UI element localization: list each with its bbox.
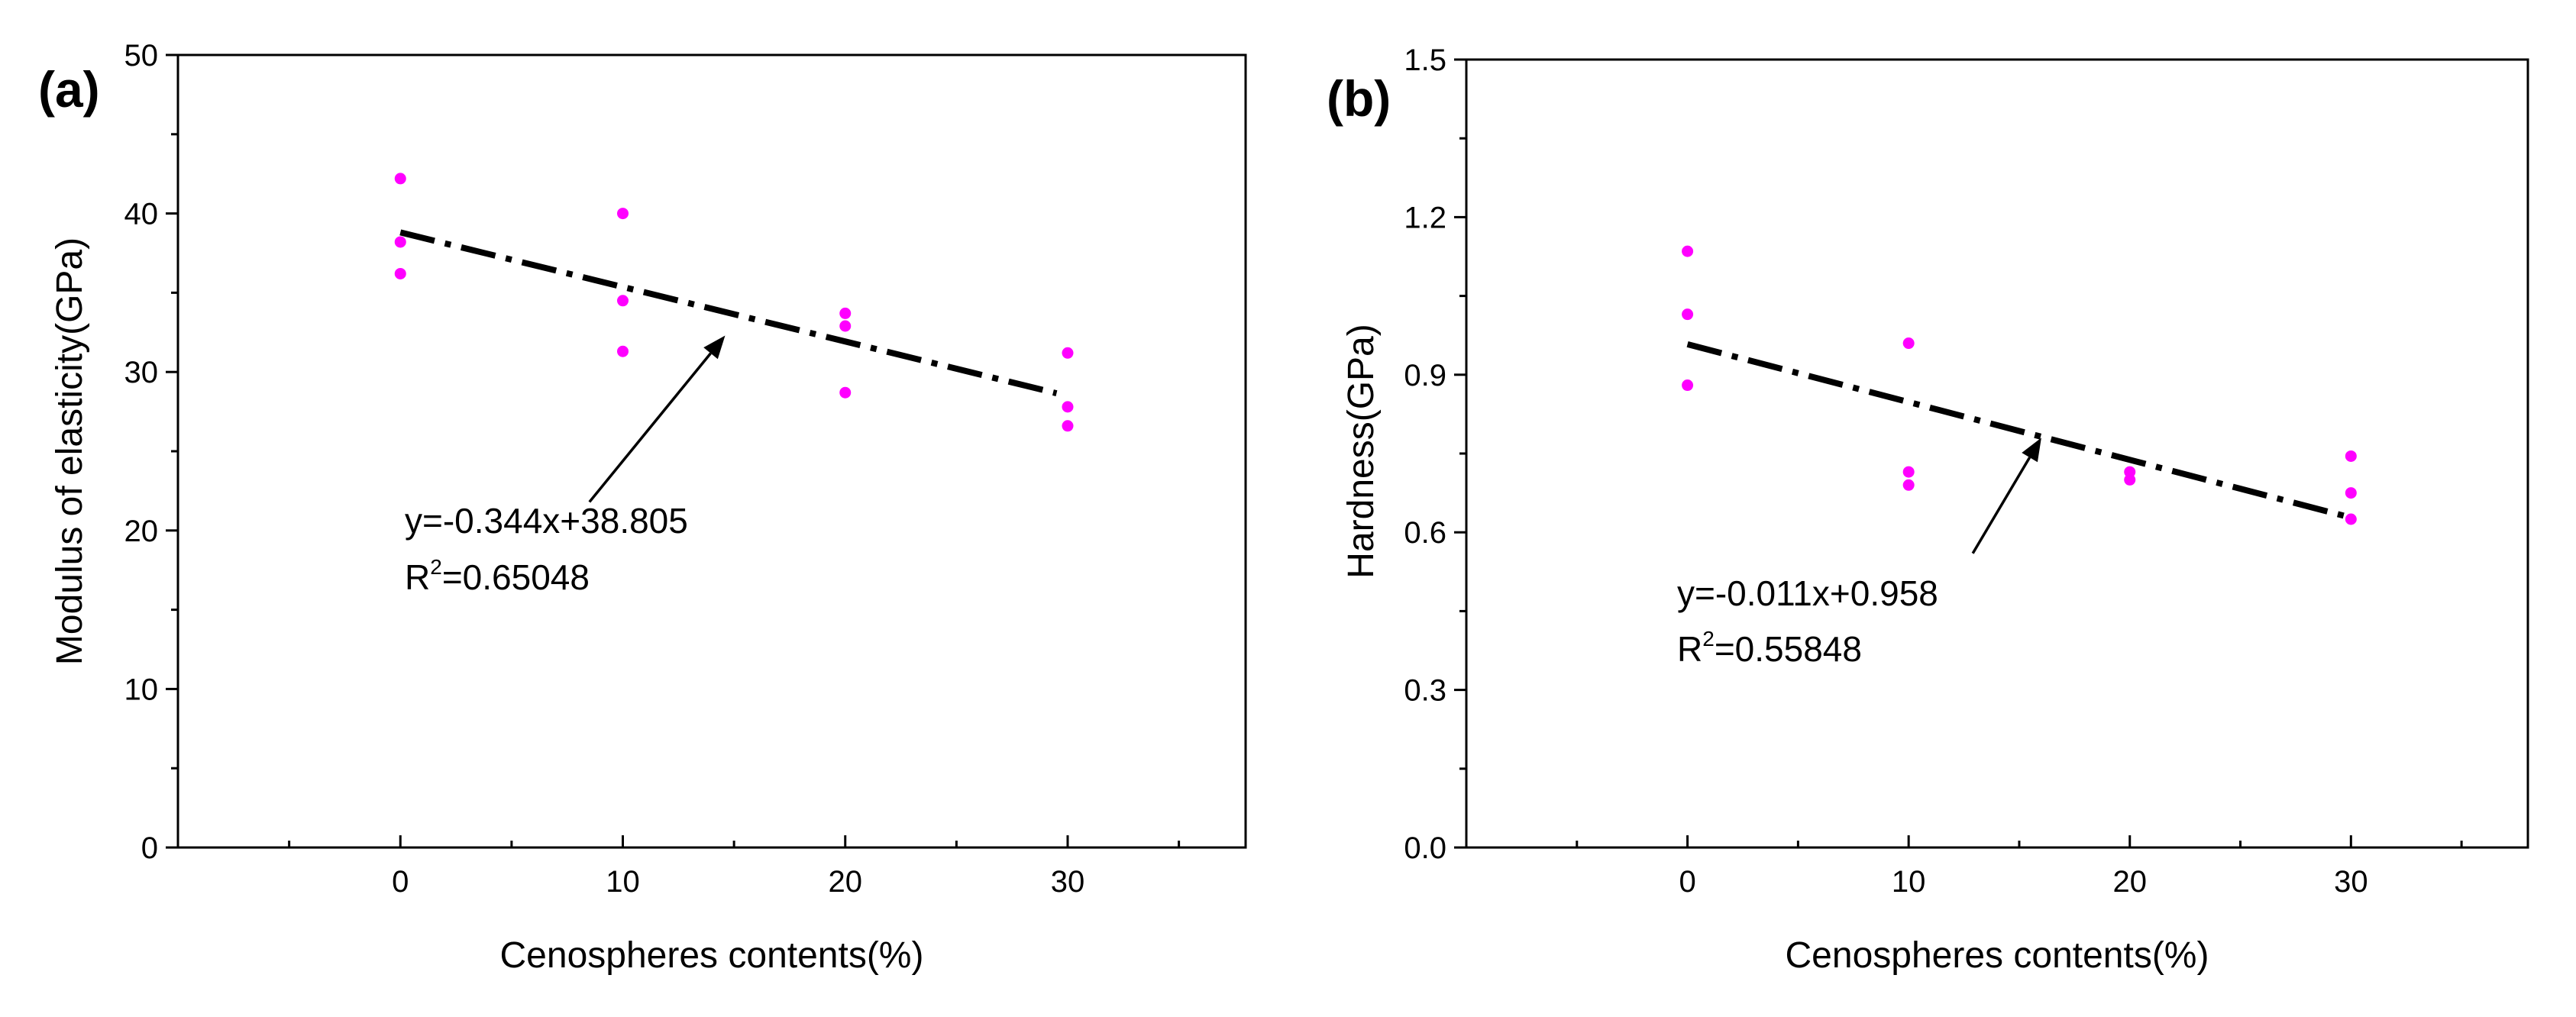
data-point (617, 208, 629, 220)
r-squared-value-a: =0.65048 (442, 557, 590, 597)
data-point (1062, 401, 1074, 413)
panel-label-b: (b) (1327, 70, 1391, 127)
data-point (2345, 450, 2357, 462)
y-axis-title-a: Modulus of elasticity(GPa) (50, 237, 90, 665)
r-squared-a: R2=0.65048 (405, 555, 590, 597)
data-point (1902, 466, 1915, 478)
x-tick-label: 0 (1679, 865, 1695, 899)
data-point (2124, 466, 2136, 478)
arrow-b (1971, 437, 2041, 554)
data-point (1902, 479, 1915, 491)
x-tick-label: 20 (2113, 865, 2148, 899)
x-axis-title-a: Cenospheres contents(%) (500, 935, 924, 976)
r-squared-symbol-a: R (405, 557, 430, 597)
y-tick-label: 0.9 (1404, 359, 1446, 392)
y-tick-label: 50 (124, 39, 159, 73)
r-squared-b: R2=0.55848 (1677, 627, 1862, 669)
plot-frame-b (1465, 58, 2529, 849)
data-point (1682, 308, 1694, 321)
data-point (617, 295, 629, 307)
arrow-shaft-a (588, 352, 712, 503)
ticks-b (1454, 58, 2463, 849)
y-tick-label: 0.3 (1404, 674, 1446, 708)
y-tick-label: 20 (124, 515, 159, 548)
x-tick-label: 30 (1051, 865, 1085, 899)
markers-b (1682, 245, 2357, 525)
data-point (839, 386, 852, 399)
data-point (394, 267, 406, 279)
arrow-head-a (703, 335, 726, 360)
r-squared-sup-a: 2 (430, 555, 442, 579)
fit-line-b (1686, 341, 2348, 520)
data-point (2124, 473, 2136, 486)
ticks-a (166, 53, 1181, 849)
y-tick-label: 0.6 (1404, 516, 1446, 550)
x-tick-label: 30 (2334, 865, 2368, 899)
x-tick-label: 0 (392, 865, 409, 899)
r-squared-symbol-b: R (1677, 629, 1702, 669)
x-axis-title-b: Cenospheres contents(%) (1786, 935, 2209, 976)
data-point (394, 173, 406, 185)
data-point (1682, 379, 1694, 392)
data-point (839, 307, 852, 319)
data-point (839, 320, 852, 332)
plot-frame-a (176, 53, 1247, 849)
tick-labels-b: 0 10 20 30 0.0 0.3 0.6 0.9 1.2 1.5 (1404, 44, 2368, 899)
fit-equation-b: y=-0.011x+0.958 (1677, 573, 1938, 613)
data-point (394, 236, 406, 248)
y-tick-label: 40 (124, 198, 159, 231)
arrow-a (588, 335, 726, 503)
x-tick-label: 10 (1892, 865, 1926, 899)
y-tick-label: 1.2 (1404, 201, 1446, 234)
y-tick-label: 30 (124, 356, 159, 389)
data-point (1062, 420, 1074, 432)
data-point (617, 345, 629, 357)
data-point (2345, 487, 2357, 499)
tick-labels-a: 0 10 20 30 0 10 20 30 40 50 (124, 39, 1085, 899)
y-tick-label: 0 (141, 831, 158, 865)
data-point (1902, 337, 1915, 350)
fit-line-a (399, 229, 1058, 396)
panel-label-a: (a) (38, 61, 100, 118)
r-squared-value-b: =0.55848 (1715, 629, 1862, 669)
y-tick-label: 10 (124, 673, 159, 706)
arrow-head-b (2022, 437, 2041, 463)
arrow-shaft-b (1971, 457, 2031, 554)
y-tick-label: 1.5 (1404, 44, 1446, 77)
x-tick-label: 20 (829, 865, 863, 899)
y-tick-label: 0.0 (1404, 831, 1446, 865)
r-squared-sup-b: 2 (1702, 627, 1715, 651)
markers-a (394, 173, 1074, 432)
fit-equation-a: y=-0.344x+38.805 (405, 501, 688, 541)
y-axis-title-b: Hardness(GPa) (1341, 324, 1382, 578)
data-point (1682, 245, 1694, 257)
data-point (2345, 513, 2357, 525)
data-point (1062, 347, 1074, 359)
x-tick-label: 10 (606, 865, 640, 899)
panel-b-hardness-chart: (b) 0 10 20 30 0.0 0.3 0.6 0.9 1.2 1.5 y=-0.011x+… (1327, 44, 2529, 976)
